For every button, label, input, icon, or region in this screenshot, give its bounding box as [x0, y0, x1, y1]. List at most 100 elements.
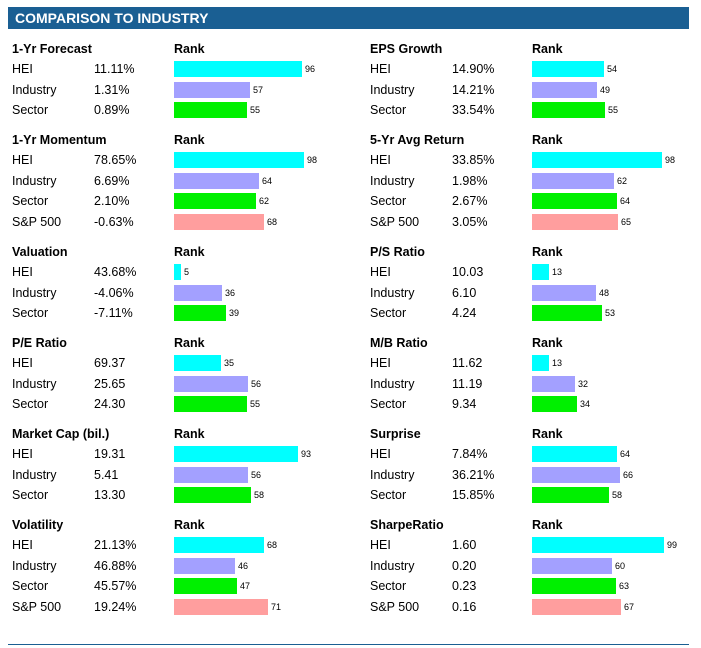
rank-value: 5	[184, 267, 190, 277]
row-value: 25.65	[94, 376, 126, 391]
rank-value: 47	[240, 581, 251, 591]
row-label: Sector	[12, 579, 49, 593]
rank-value: 98	[307, 155, 318, 165]
panel-title: EPS Growth	[370, 42, 443, 56]
rank-value: 93	[301, 449, 312, 459]
row-value: 11.11%	[94, 62, 135, 76]
row-hei: HEI 69.37 35	[12, 353, 342, 374]
row-label: Sector	[370, 306, 407, 320]
rank-value: 64	[620, 449, 631, 459]
row-label: HEI	[12, 153, 33, 167]
panel-market-cap: Market Cap (bil.) Rank HEI 19.31 93 Industry 5…	[12, 424, 342, 506]
rank-value: 96	[305, 64, 316, 74]
rank-header: Rank	[532, 518, 563, 532]
rank-bar	[532, 446, 617, 462]
rank-value: 99	[667, 540, 678, 550]
rank-value: 64	[620, 196, 631, 206]
row-industry: Industry 0.20 60	[370, 556, 700, 577]
rank-value: 13	[552, 267, 563, 277]
panel-valuation: Valuation Rank HEI 43.68% 5 Industry -4.06% 36 S…	[12, 242, 342, 324]
row-value: 43.68%	[94, 265, 137, 279]
rank-bar	[174, 193, 256, 209]
panel-title: P/S Ratio	[370, 245, 425, 259]
rank-header: Rank	[532, 427, 563, 441]
row-label: Industry	[370, 376, 415, 391]
rank-bar	[532, 102, 605, 118]
row-hei: HEI 1.60 99	[370, 535, 700, 556]
panel-header: Market Cap (bil.) Rank	[12, 424, 342, 444]
row-label: HEI	[370, 538, 391, 552]
panel-header: 5-Yr Avg Return Rank	[370, 130, 700, 150]
rank-value: 58	[254, 490, 265, 500]
rank-bar	[174, 61, 302, 77]
row-sector: Sector 13.30 58	[12, 485, 342, 506]
row-sector: Sector 2.10% 62	[12, 191, 342, 212]
row-hei: HEI 11.11% 96	[12, 59, 342, 80]
rank-header: Rank	[174, 427, 205, 441]
row-sector: Sector -7.11% 39	[12, 303, 342, 324]
rank-value: 53	[605, 308, 616, 318]
row-hei: HEI 14.90% 54	[370, 59, 700, 80]
rank-bar	[532, 284, 596, 301]
row-value: 2.10%	[94, 194, 130, 208]
row-sp-500: S&P 500 -0.63% 68	[12, 212, 342, 233]
rank-header: Rank	[532, 42, 563, 56]
row-value: 4.24	[452, 306, 477, 320]
rank-header: Rank	[174, 518, 205, 532]
panel-avg-return: 5-Yr Avg Return Rank HEI 33.85% 98 Industry 1.…	[370, 130, 700, 232]
row-label: Industry	[370, 285, 415, 300]
rank-value: 49	[600, 84, 611, 95]
row-hei: HEI 43.68% 5	[12, 262, 342, 283]
row-industry: Industry 46.88% 46	[12, 556, 342, 577]
row-label: S&P 500	[370, 214, 420, 229]
rank-bar	[174, 466, 248, 483]
section-header: COMPARISON TO INDUSTRY	[8, 7, 689, 29]
row-label: Sector	[12, 194, 49, 208]
row-sector: Sector 24.30 55	[12, 394, 342, 415]
row-value: 33.54%	[452, 103, 495, 117]
panel-title: M/B Ratio	[370, 336, 428, 350]
row-label: Sector	[370, 103, 407, 117]
row-industry: Industry 6.10 48	[370, 283, 700, 304]
row-sector: Sector 45.57% 47	[12, 576, 342, 597]
row-label: Sector	[12, 306, 49, 320]
row-value: 1.31%	[94, 82, 130, 97]
row-value: 11.19	[452, 376, 483, 391]
rank-bar	[174, 81, 250, 98]
row-sector: Sector 15.85% 58	[370, 485, 700, 506]
row-value: -0.63%	[94, 214, 134, 229]
row-label: Industry	[12, 467, 57, 482]
row-sector: Sector 9.34 34	[370, 394, 700, 415]
row-label: Industry	[12, 558, 57, 573]
panel-header: SharpeRatio Rank	[370, 515, 700, 535]
rank-header: Rank	[174, 245, 205, 259]
panel-title: 1-Yr Momentum	[12, 133, 107, 147]
row-value: 6.10	[452, 285, 477, 300]
row-label: HEI	[12, 265, 33, 279]
panel-sharpe-ratio: SharpeRatio Rank HEI 1.60 99 Industry 0.20 60 Se…	[370, 515, 700, 617]
panel-forecast: 1-Yr Forecast Rank HEI 11.11% 96 Industry 1.31…	[12, 39, 342, 121]
rank-bar	[532, 375, 575, 392]
rank-bar	[532, 537, 664, 553]
rank-bar	[174, 355, 221, 371]
panel-pe-ratio: P/E Ratio Rank HEI 69.37 35 Industry 25.65 56 Se…	[12, 333, 342, 415]
rank-header: Rank	[532, 133, 563, 147]
panel-mb-ratio: M/B Ratio Rank HEI 11.62 13 Industry 11.19 32 Se…	[370, 333, 700, 415]
rank-bar	[174, 598, 268, 615]
rank-bar	[174, 446, 298, 462]
row-label: HEI	[12, 62, 33, 76]
rank-value: 34	[580, 399, 591, 409]
panel-title: Surprise	[370, 427, 421, 441]
row-label: HEI	[370, 356, 391, 370]
row-industry: Industry 25.65 56	[12, 374, 342, 395]
row-sector: Sector 4.24 53	[370, 303, 700, 324]
rank-bar	[532, 305, 602, 321]
row-hei: HEI 33.85% 98	[370, 150, 700, 171]
rank-header: Rank	[174, 42, 205, 56]
row-sector: Sector 33.54% 55	[370, 100, 700, 121]
rank-value: 32	[578, 378, 589, 389]
panel-header: EPS Growth Rank	[370, 39, 700, 59]
rank-value: 36	[225, 287, 236, 298]
row-hei: HEI 19.31 93	[12, 444, 342, 465]
rank-header: Rank	[174, 336, 205, 350]
